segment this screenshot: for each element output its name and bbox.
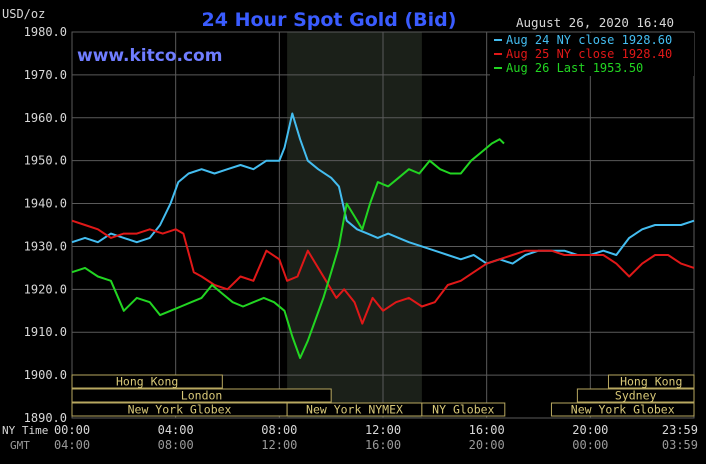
series-line bbox=[71, 219, 695, 325]
session-label: NY Globex bbox=[432, 403, 494, 417]
session-bar-box bbox=[576, 388, 695, 403]
y-tick-label: 1960.0 bbox=[24, 111, 67, 125]
x-tick-label-gmt: 16:00 bbox=[365, 438, 401, 452]
legend-entry: Aug 25 NY close 1928.40 bbox=[506, 47, 672, 61]
session-bar: Hong Kong bbox=[71, 374, 223, 389]
session-label: Hong Kong bbox=[620, 375, 682, 389]
series-layer bbox=[71, 112, 695, 359]
unit-label: USD/oz bbox=[2, 7, 45, 21]
session-label: New York Globex bbox=[128, 403, 232, 417]
y-tick-label: 1940.0 bbox=[24, 197, 67, 211]
x-tick-label-ny: 12:00 bbox=[365, 423, 401, 437]
session-bar: Sydney bbox=[576, 388, 695, 403]
x-tick-label-ny: 04:00 bbox=[158, 423, 194, 437]
x-tick-label-gmt: 04:00 bbox=[54, 438, 90, 452]
legend-box bbox=[490, 33, 694, 76]
x-tick-label-gmt: 20:00 bbox=[469, 438, 505, 452]
session-bar-box bbox=[607, 374, 695, 389]
legend-entry: Aug 26 Last 1953.50 bbox=[506, 61, 643, 75]
session-label: London bbox=[181, 389, 223, 403]
y-tick-label: 1920.0 bbox=[24, 282, 67, 296]
session-label: New York Globex bbox=[571, 403, 675, 417]
y-tick-label: 1890.0 bbox=[24, 411, 67, 425]
x-tick-label-ny: 00:00 bbox=[54, 423, 90, 437]
session-bar-box bbox=[550, 402, 695, 417]
legend-entry: Aug 24 NY close 1928.60 bbox=[506, 33, 672, 47]
session-bar: London bbox=[71, 388, 332, 403]
y-tick-label: 1930.0 bbox=[24, 239, 67, 253]
session-label: Hong Kong bbox=[116, 375, 178, 389]
highlight-band-layer bbox=[287, 32, 422, 418]
x-tick-label-ny: 20:00 bbox=[572, 423, 608, 437]
y-tick-label: 1950.0 bbox=[24, 154, 67, 168]
session-bar: Hong Kong bbox=[607, 374, 695, 389]
session-bar-box bbox=[71, 374, 223, 389]
session-bar: New York Globex bbox=[71, 402, 288, 417]
x-tick-label-gmt: 03:59 bbox=[662, 438, 698, 452]
x-tick-label-ny: 23:59 bbox=[662, 423, 698, 437]
session-bar-box bbox=[421, 402, 506, 417]
chart-title: 24 Hour Spot Gold (Bid) bbox=[202, 9, 457, 31]
y-tick-label: 1910.0 bbox=[24, 325, 67, 339]
session-bar: New York Globex bbox=[550, 402, 695, 417]
plot-frame bbox=[71, 31, 695, 419]
chart-datetime: August 26, 2020 16:40 bbox=[516, 15, 674, 30]
y-tick-label: 1900.0 bbox=[24, 368, 67, 382]
nymex-highlight-band bbox=[287, 32, 422, 418]
session-bar: NY Globex bbox=[421, 402, 506, 417]
x-tick-label-gmt: 08:00 bbox=[158, 438, 194, 452]
session-label: New York NYMEX bbox=[306, 403, 403, 417]
session-bar: New York NYMEX bbox=[286, 402, 423, 417]
session-label: Sydney bbox=[615, 389, 657, 403]
y-tick-label: 1970.0 bbox=[24, 68, 67, 82]
x-tick-label-ny: 08:00 bbox=[261, 423, 297, 437]
x-tick-label-gmt: 00:00 bbox=[572, 438, 608, 452]
x-axis-title-ny: NY Time bbox=[2, 424, 48, 437]
x-tick-label-ny: 16:00 bbox=[469, 423, 505, 437]
session-bar-box bbox=[71, 388, 332, 403]
x-tick-label-gmt: 12:00 bbox=[261, 438, 297, 452]
y-tick-label: 1980.0 bbox=[24, 25, 67, 39]
watermark-text: www.kitco.com bbox=[77, 46, 222, 66]
x-axis-title-gmt: GMT bbox=[10, 439, 30, 452]
series-line bbox=[71, 138, 505, 359]
axis-layer: 1980.0 1970.0 1960.0 1950.0 1940.0 1930.0 1920… bbox=[2, 25, 698, 452]
